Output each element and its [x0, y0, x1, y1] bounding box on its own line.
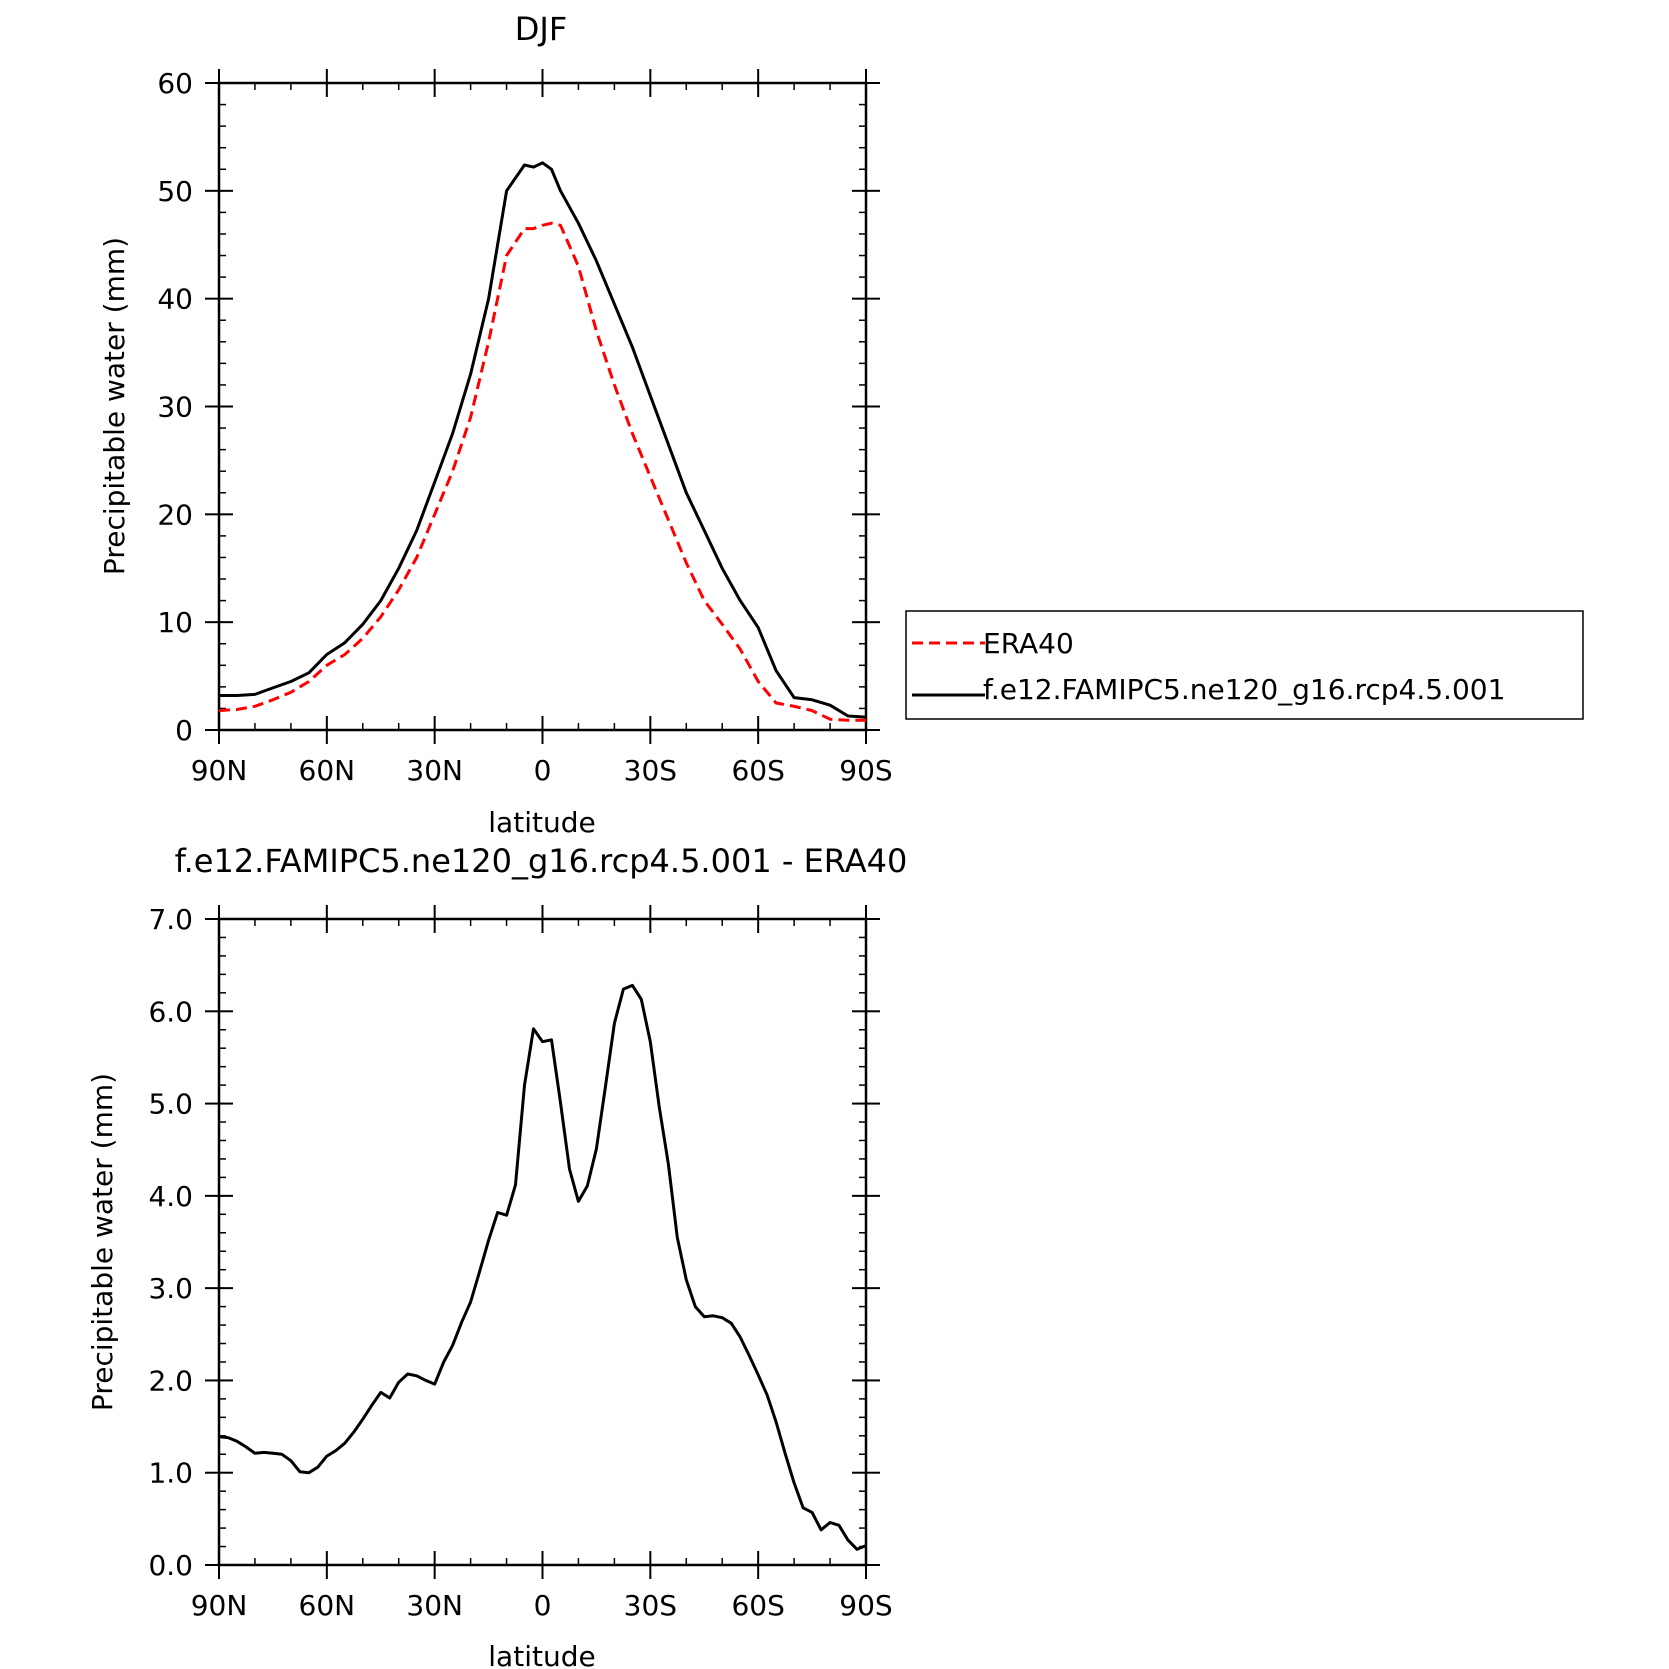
x-tick-label: 30S	[624, 1589, 677, 1622]
x-axis-title: latitude	[488, 806, 595, 839]
y-axis-title: Precipitable water (mm)	[86, 1073, 119, 1411]
x-tick-label: 30N	[406, 1589, 463, 1622]
x-tick-label: 90S	[839, 1589, 892, 1622]
y-tick-label: 10	[157, 606, 193, 639]
x-tick-label: 60N	[299, 1589, 356, 1622]
legend-box	[905, 610, 1584, 720]
x-tick-label: 30N	[406, 754, 463, 787]
axis-ticks: 90N 60N 30N 0 30S 60S 90S 0.0 1.0 2.0 3.0 4.0 5.0 6.0…	[148, 903, 892, 1622]
plot-series	[218, 983, 867, 1551]
y-tick-label: 60	[157, 67, 193, 100]
y-tick-label: 20	[157, 498, 193, 531]
x-tick-label: 60N	[299, 754, 356, 787]
x-tick-label: 60S	[731, 754, 784, 787]
axis-ticks: 90N 60N 30N 0 30S 60S 90S 0 10 20 30 40 50 60	[157, 67, 892, 787]
x-tick-label: 0	[534, 1589, 552, 1622]
y-tick-label: 50	[157, 175, 193, 208]
x-tick-label: 90N	[191, 754, 248, 787]
x-tick-label: 90S	[839, 754, 892, 787]
y-tick-label: 40	[157, 283, 193, 316]
plot-series	[218, 161, 867, 722]
plot-frame	[217, 81, 868, 732]
x-tick-label: 90N	[191, 1589, 248, 1622]
chart-title: DJF	[515, 10, 567, 48]
y-axis-title: Precipitable water (mm)	[98, 237, 131, 575]
y-tick-label: 5.0	[148, 1088, 193, 1121]
bottom-panel-difference: f.e12.FAMIPC5.ne120_g16.rcp4.5.001 - ERA…	[86, 842, 907, 1669]
series-line-f-e12-famipc5-ne120-g16-rcp4-5-001	[219, 161, 867, 719]
y-tick-label: 1.0	[148, 1457, 193, 1490]
y-tick-label: 7.0	[148, 903, 193, 936]
x-axis-title: latitude	[488, 1640, 595, 1669]
top-panel-djf: DJF 90N 60N 30N 0 30S 60S 90S 0 10 20 30 40 50 60 lat…	[98, 10, 893, 839]
y-tick-label: 3.0	[148, 1272, 193, 1305]
y-tick-label: 6.0	[148, 995, 193, 1028]
y-tick-label: 30	[157, 391, 193, 424]
series-line-era40	[218, 221, 866, 722]
x-tick-label: 30S	[624, 754, 677, 787]
legend-label-model: f.e12.FAMIPC5.ne120_g16.rcp4.5.001	[983, 673, 1505, 706]
y-tick-label: 4.0	[148, 1180, 193, 1213]
x-tick-label: 0	[534, 754, 552, 787]
y-tick-label: 0.0	[148, 1549, 193, 1582]
chart-title: f.e12.FAMIPC5.ne120_g16.rcp4.5.001 - ERA…	[175, 842, 908, 880]
y-tick-label: 0	[175, 714, 193, 747]
y-tick-label: 2.0	[148, 1364, 193, 1397]
x-tick-label: 60S	[731, 1589, 784, 1622]
series-line-difference	[218, 983, 867, 1551]
legend: ERA40 f.e12.FAMIPC5.ne120_g16.rcp4.5.001	[905, 610, 1584, 720]
legend-label-era40: ERA40	[983, 627, 1074, 660]
